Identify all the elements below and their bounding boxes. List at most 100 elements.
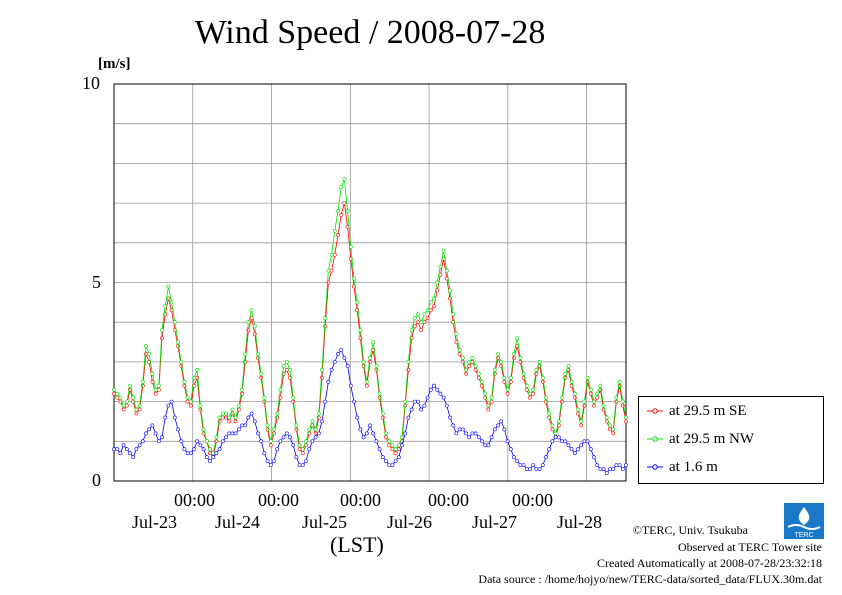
data-point-series-2 bbox=[518, 463, 523, 468]
data-point-series-1 bbox=[297, 443, 302, 448]
data-point-series-0 bbox=[208, 451, 212, 456]
data-point-series-1 bbox=[355, 300, 360, 305]
data-point-series-2 bbox=[598, 467, 603, 472]
data-point-series-2 bbox=[352, 399, 356, 404]
data-point-series-1 bbox=[262, 395, 267, 400]
data-point-series-1 bbox=[380, 411, 385, 416]
data-point-series-1 bbox=[201, 427, 206, 432]
data-point-series-1 bbox=[249, 308, 254, 313]
data-point-series-1 bbox=[371, 340, 376, 345]
data-point-series-1 bbox=[307, 427, 312, 432]
data-point-series-0 bbox=[188, 403, 193, 408]
plot-frame bbox=[113, 83, 627, 482]
data-point-series-2 bbox=[406, 415, 411, 420]
data-point-series-2 bbox=[588, 447, 593, 452]
data-point-series-2 bbox=[140, 439, 145, 444]
data-point-series-1 bbox=[169, 300, 174, 305]
data-point-series-2 bbox=[134, 447, 139, 452]
data-point-series-0 bbox=[153, 391, 158, 396]
data-point-series-1 bbox=[272, 427, 276, 432]
data-point-series-2 bbox=[595, 463, 600, 468]
data-point-series-1 bbox=[611, 427, 616, 432]
data-point-series-2 bbox=[182, 447, 187, 452]
data-point-series-0 bbox=[432, 304, 436, 309]
data-point-series-2 bbox=[544, 455, 548, 460]
data-point-series-1 bbox=[144, 344, 148, 348]
data-point-series-2 bbox=[380, 455, 385, 460]
data-point-series-2 bbox=[256, 431, 260, 436]
data-point-series-2 bbox=[172, 415, 177, 420]
data-point-series-2 bbox=[345, 363, 350, 368]
data-point-series-0 bbox=[486, 407, 491, 412]
data-point-series-1 bbox=[624, 415, 628, 420]
data-point-series-0 bbox=[313, 431, 318, 436]
data-point-series-2 bbox=[467, 435, 472, 440]
data-point-series-1 bbox=[265, 423, 270, 428]
data-point-series-1 bbox=[192, 375, 196, 380]
data-point-series-1 bbox=[617, 379, 622, 384]
data-point-series-2 bbox=[176, 427, 180, 432]
data-point-series-1 bbox=[387, 439, 392, 444]
data-point-series-2 bbox=[153, 431, 158, 436]
data-point-series-2 bbox=[624, 463, 628, 468]
data-point-series-2 bbox=[150, 423, 155, 428]
data-point-series-2 bbox=[499, 419, 504, 424]
data-point-series-1 bbox=[214, 435, 219, 440]
data-point-series-2 bbox=[288, 435, 292, 440]
data-point-series-1 bbox=[531, 387, 536, 392]
data-point-series-1 bbox=[441, 248, 446, 253]
data-point-series-2 bbox=[521, 463, 526, 468]
data-point-series-1 bbox=[115, 391, 120, 396]
source-text: Data source : /home/hojyo/new/TERC-data/… bbox=[478, 572, 822, 586]
data-point-series-2 bbox=[454, 431, 459, 436]
legend-label: at 29.5 m NW bbox=[669, 430, 754, 447]
data-point-series-2 bbox=[128, 451, 132, 456]
data-point-series-1 bbox=[320, 367, 324, 372]
data-point-series-2 bbox=[611, 467, 616, 472]
data-point-series-2 bbox=[230, 431, 235, 436]
data-point-series-1 bbox=[595, 391, 600, 396]
data-point-series-1 bbox=[153, 387, 158, 392]
data-point-series-2 bbox=[601, 467, 606, 472]
data-point-series-2 bbox=[489, 435, 494, 440]
data-point-series-0 bbox=[422, 320, 427, 325]
data-point-series-2 bbox=[137, 443, 142, 448]
data-point-series-1 bbox=[224, 411, 228, 416]
data-point-series-2 bbox=[339, 348, 344, 352]
data-point-series-1 bbox=[489, 395, 494, 400]
x-axis-label: (LST) bbox=[330, 532, 384, 557]
data-point-series-2 bbox=[377, 447, 382, 452]
data-point-series-1 bbox=[598, 383, 603, 388]
data-point-series-2 bbox=[534, 467, 539, 472]
data-point-series-2 bbox=[560, 439, 564, 444]
data-point-series-2 bbox=[160, 435, 164, 440]
data-point-series-1 bbox=[419, 320, 424, 325]
data-point-series-2 bbox=[355, 415, 360, 420]
x-time-tick-label: 00:00 bbox=[428, 490, 470, 510]
data-point-series-1 bbox=[147, 352, 152, 356]
data-point-series-2 bbox=[272, 459, 276, 464]
data-point-series-1 bbox=[505, 387, 510, 392]
data-point-series-2 bbox=[393, 459, 398, 464]
data-point-series-2 bbox=[179, 439, 184, 444]
data-point-series-2 bbox=[451, 423, 456, 428]
data-point-series-1 bbox=[566, 363, 571, 368]
data-point-series-2 bbox=[412, 399, 417, 404]
data-point-series-1 bbox=[358, 328, 363, 333]
data-point-series-2 bbox=[144, 431, 148, 436]
data-point-series-0 bbox=[323, 324, 328, 329]
data-point-series-1 bbox=[185, 395, 190, 400]
data-point-series-0 bbox=[531, 391, 536, 396]
data-point-series-1 bbox=[323, 316, 328, 321]
data-point-series-1 bbox=[179, 359, 184, 364]
data-point-series-2 bbox=[252, 419, 257, 424]
data-point-series-1 bbox=[515, 336, 520, 341]
data-point-series-2 bbox=[537, 467, 542, 472]
data-point-series-1 bbox=[288, 367, 292, 372]
data-point-series-1 bbox=[361, 359, 366, 364]
data-point-series-2 bbox=[316, 431, 321, 436]
data-point-series-2 bbox=[211, 455, 216, 460]
data-point-series-1 bbox=[560, 395, 564, 400]
data-point-series-1 bbox=[326, 268, 331, 273]
data-point-series-2 bbox=[524, 467, 529, 472]
